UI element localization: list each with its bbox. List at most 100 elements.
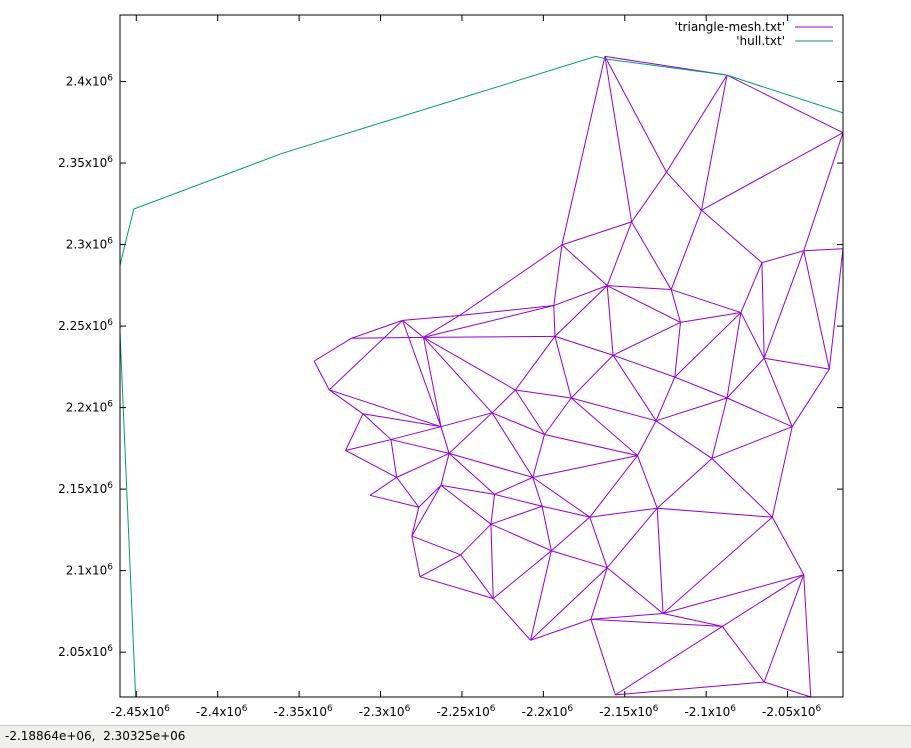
mesh-edge — [631, 171, 667, 223]
mesh-edge — [423, 305, 554, 338]
y-tick-label: 2.3x106 — [66, 237, 113, 252]
mesh-edge — [494, 493, 543, 507]
mesh-edge — [763, 358, 793, 427]
mesh-edge — [396, 477, 420, 508]
mesh-edge — [740, 312, 765, 359]
mesh-edge — [662, 613, 723, 627]
x-tick-label: -2.05x106 — [762, 704, 821, 719]
mesh-edge — [492, 550, 552, 599]
mesh-edge — [803, 248, 843, 252]
mesh-edge — [551, 516, 591, 552]
mesh-edge — [530, 618, 592, 641]
y-tick-label: 2.05x106 — [58, 644, 113, 659]
y-tick-label: 2.35x106 — [58, 155, 113, 170]
mesh-edge — [701, 209, 763, 264]
mesh-edge — [390, 439, 398, 478]
legend-entry-label: 'hull.txt' — [736, 34, 785, 48]
mesh-edge — [423, 337, 442, 427]
x-tick-label: -2.3x106 — [359, 704, 411, 719]
mesh-edge — [532, 477, 543, 507]
mesh-edge — [544, 397, 572, 435]
mesh-edge — [764, 681, 811, 697]
mesh-edge — [631, 221, 672, 290]
mesh-edge — [637, 455, 658, 509]
mesh-edge — [589, 517, 608, 568]
mesh-edge — [551, 550, 608, 569]
mesh-edge — [448, 412, 493, 454]
mesh-edge — [670, 289, 681, 323]
mesh-edge — [411, 535, 421, 577]
mesh-edge — [419, 576, 494, 600]
mesh-edge — [764, 357, 830, 370]
mesh-edge — [554, 335, 614, 356]
mesh-edge — [711, 458, 773, 518]
mesh-edge — [515, 389, 572, 399]
mesh-edge — [655, 420, 713, 459]
mesh-edge — [606, 507, 658, 569]
mesh-edge — [530, 550, 552, 641]
tick-layer: -2.45x106 -2.4x106 -2.35x106 -2.3x106 -2.25x… — [58, 15, 843, 719]
mesh-edge — [607, 285, 672, 291]
mesh-edge — [571, 397, 657, 422]
mesh-edge — [351, 336, 424, 339]
mesh-edge — [803, 250, 830, 370]
mesh-edge — [390, 439, 450, 454]
x-tick-label: -2.1x106 — [684, 704, 736, 719]
mesh-edge — [763, 250, 805, 359]
mesh-edge — [419, 554, 461, 578]
mesh-edge — [740, 262, 763, 313]
plot-area: -2.45x106 -2.4x106 -2.35x106 -2.3x106 -2.25x… — [58, 14, 844, 719]
x-tick-label: -2.35x106 — [274, 704, 333, 719]
mesh-edge — [828, 248, 843, 370]
plot-frame — [119, 14, 844, 698]
mesh-edge — [553, 305, 556, 337]
mesh-edge — [803, 132, 843, 251]
mesh-edge — [459, 305, 554, 316]
mesh-edge — [544, 434, 638, 457]
mesh-edge — [460, 554, 494, 599]
mesh-edge — [670, 209, 702, 290]
mesh-edge — [722, 574, 805, 627]
mesh-edge — [606, 221, 633, 286]
mesh-edge — [490, 524, 494, 599]
y-tick-label: 2.25x106 — [58, 318, 113, 333]
mesh-edge — [423, 315, 460, 338]
mesh-edge — [604, 56, 667, 173]
mesh-edge — [423, 336, 493, 414]
mesh-edge — [726, 397, 793, 428]
mesh-edge — [721, 626, 765, 683]
mesh-edge — [418, 485, 442, 508]
mesh-edge — [674, 322, 681, 378]
mesh-edge — [771, 516, 805, 575]
mesh-edge — [590, 613, 664, 620]
mesh-edge — [726, 357, 765, 399]
mesh-edge — [411, 535, 461, 556]
x-tick-label: -2.4x106 — [196, 704, 248, 719]
mesh-edge — [656, 458, 713, 509]
mesh-edge — [532, 434, 546, 478]
mesh-edge — [553, 244, 563, 306]
mesh-edge — [612, 354, 657, 422]
mesh-edge — [590, 567, 608, 620]
mesh-edge — [662, 516, 773, 614]
mesh-edge — [491, 412, 545, 435]
y-tick-label: 2.15x106 — [58, 481, 113, 496]
mesh-edge — [589, 455, 638, 518]
mesh-edge — [423, 335, 555, 338]
mesh-edge — [612, 321, 681, 356]
mesh-edge — [490, 505, 543, 525]
mesh-edge — [671, 289, 742, 314]
cursor-coordinates: -2.18864e+06, 2.30325e+06 — [5, 729, 186, 743]
mesh-edge — [570, 397, 638, 456]
mesh-edge — [590, 619, 616, 696]
x-tick-label: -2.15x106 — [599, 704, 658, 719]
mesh-edge — [411, 485, 442, 537]
mesh-edge — [771, 426, 793, 518]
mesh-edge — [541, 505, 590, 518]
mesh-edge — [561, 221, 632, 246]
mesh-edge — [492, 598, 531, 641]
mesh-edge — [680, 312, 741, 323]
mesh-edge — [656, 508, 664, 614]
mesh-edge — [666, 74, 728, 173]
mesh-edge — [570, 354, 614, 399]
